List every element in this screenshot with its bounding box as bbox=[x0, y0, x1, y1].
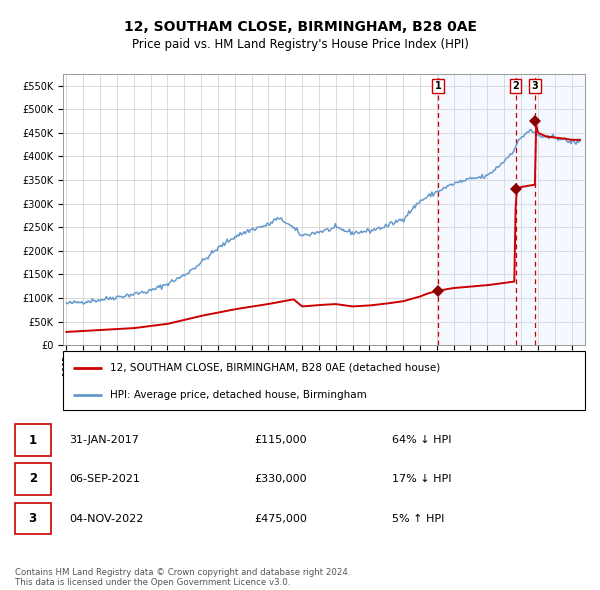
Bar bbox=[15, 463, 50, 494]
Text: £115,000: £115,000 bbox=[254, 435, 307, 445]
Text: HPI: Average price, detached house, Birmingham: HPI: Average price, detached house, Birm… bbox=[110, 390, 367, 399]
Text: £475,000: £475,000 bbox=[254, 514, 307, 524]
Text: 3: 3 bbox=[532, 81, 539, 91]
Text: 04-NOV-2022: 04-NOV-2022 bbox=[70, 514, 144, 524]
Text: 06-SEP-2021: 06-SEP-2021 bbox=[70, 474, 140, 484]
Text: 5% ↑ HPI: 5% ↑ HPI bbox=[392, 514, 445, 524]
Text: 12, SOUTHAM CLOSE, BIRMINGHAM, B28 0AE: 12, SOUTHAM CLOSE, BIRMINGHAM, B28 0AE bbox=[124, 19, 476, 34]
Text: £330,000: £330,000 bbox=[254, 474, 307, 484]
Text: 2: 2 bbox=[29, 473, 37, 486]
Text: Contains HM Land Registry data © Crown copyright and database right 2024.
This d: Contains HM Land Registry data © Crown c… bbox=[15, 568, 350, 587]
Bar bbox=[15, 503, 50, 535]
Bar bbox=[438, 74, 585, 345]
Text: 1: 1 bbox=[29, 434, 37, 447]
Text: Price paid vs. HM Land Registry's House Price Index (HPI): Price paid vs. HM Land Registry's House … bbox=[131, 38, 469, 51]
Text: 31-JAN-2017: 31-JAN-2017 bbox=[70, 435, 139, 445]
Text: 1: 1 bbox=[435, 81, 442, 91]
Text: 2: 2 bbox=[512, 81, 519, 91]
Bar bbox=[15, 424, 50, 456]
Text: 3: 3 bbox=[29, 512, 37, 525]
Text: 17% ↓ HPI: 17% ↓ HPI bbox=[392, 474, 452, 484]
Text: 64% ↓ HPI: 64% ↓ HPI bbox=[392, 435, 452, 445]
Text: 12, SOUTHAM CLOSE, BIRMINGHAM, B28 0AE (detached house): 12, SOUTHAM CLOSE, BIRMINGHAM, B28 0AE (… bbox=[110, 363, 440, 372]
